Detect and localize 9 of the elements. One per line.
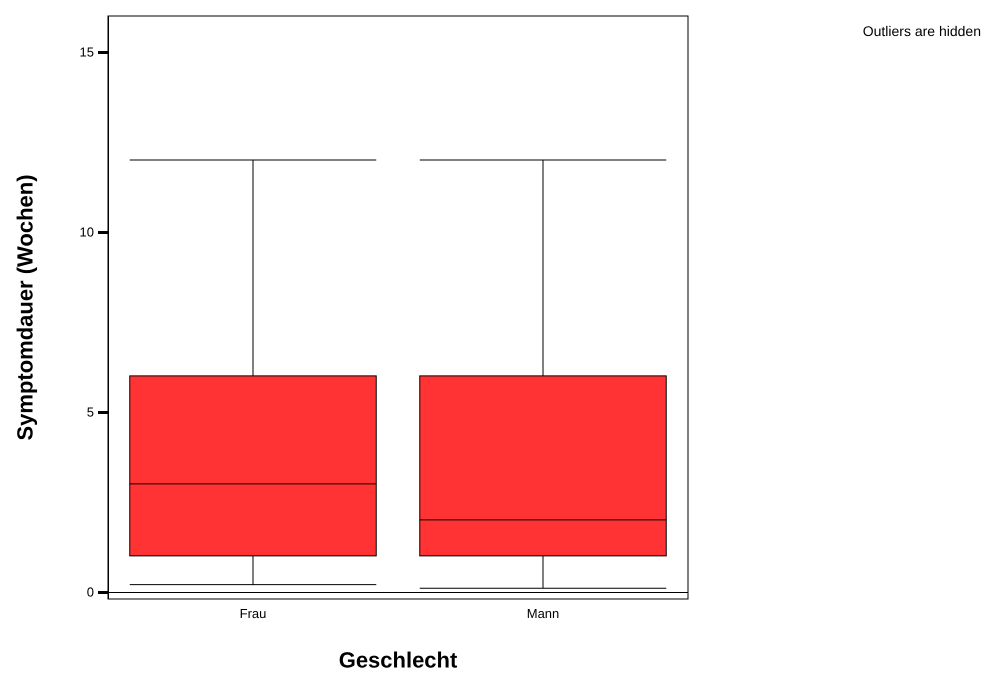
- y-tick-label: 10: [80, 224, 94, 240]
- y-tick-label: 15: [80, 44, 94, 60]
- x-tick-label: Mann: [526, 606, 560, 621]
- text: Outliers are hidden: [862, 23, 982, 39]
- y-tick-label: 0: [86, 584, 94, 600]
- y-tick-label: 5: [86, 404, 94, 420]
- y-axis-title: Symptomdauer (Wochen): [12, 174, 38, 441]
- x-tick-label: Frau: [240, 606, 266, 621]
- x-axis-title: Geschlecht: [338, 648, 458, 672]
